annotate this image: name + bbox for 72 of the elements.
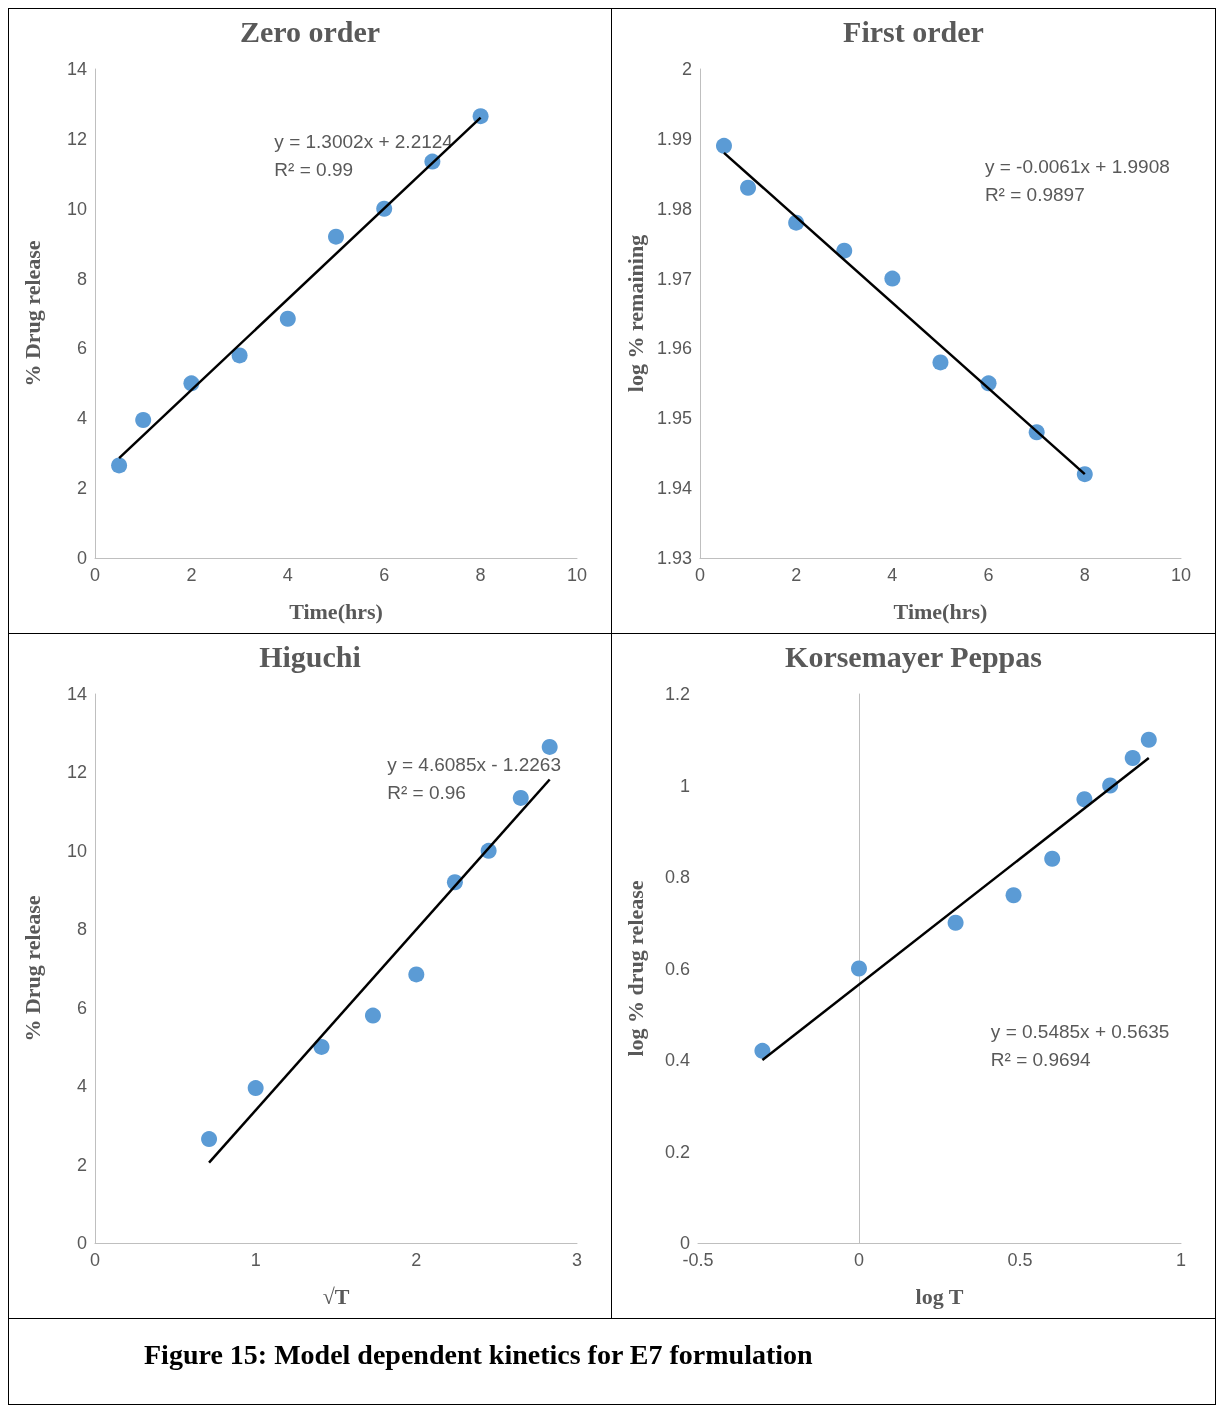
y-tick-label: 0.2	[664, 1141, 690, 1162]
y-tick-label: 1.94	[656, 478, 692, 499]
y-tick-label: 1.99	[656, 128, 692, 149]
y-tick-label: 12	[66, 128, 87, 149]
annotation: R² = 0.96	[387, 781, 466, 803]
x-axis-title: log T	[915, 1283, 964, 1309]
y-axis-title: % Drug release	[19, 895, 45, 1042]
annotation: y = 1.3002x + 2.2124	[274, 131, 454, 153]
x-tick-label: 6	[379, 565, 390, 585]
y-axis-title: % Drug release	[19, 240, 45, 387]
chart-title: Zero order	[239, 14, 381, 48]
y-tick-label: 0	[76, 1233, 87, 1253]
y-tick-label: 6	[76, 997, 87, 1018]
chart-title: First order	[843, 14, 984, 48]
x-tick-label: 2	[791, 565, 802, 585]
x-tick-label: 4	[887, 565, 898, 585]
y-tick-label: 10	[66, 198, 87, 219]
y-tick-label: 0	[76, 548, 87, 568]
annotation: R² = 0.9897	[984, 184, 1085, 206]
x-tick-label: 10	[566, 565, 588, 585]
x-tick-label: 8	[475, 565, 486, 585]
annotation: R² = 0.99	[274, 159, 354, 181]
y-tick-label: 0.6	[664, 958, 690, 979]
chart-title: Korsemayer Peppas	[785, 639, 1042, 673]
x-tick-label: 1	[250, 1250, 261, 1270]
x-axis-title: Time(hrs)	[289, 598, 383, 624]
y-tick-label: 4	[76, 1076, 87, 1097]
annotation: y = 0.5485x + 0.5635	[990, 1020, 1170, 1042]
x-tick-label: 0	[89, 1250, 101, 1270]
x-tick-label: 0	[853, 1250, 865, 1270]
y-tick-label: 0.8	[664, 867, 690, 887]
x-tick-label: 1	[1175, 1250, 1187, 1270]
y-tick-label: 1.96	[656, 338, 692, 359]
y-tick-label: 6	[76, 338, 87, 359]
y-tick-label: 10	[66, 840, 87, 861]
y-axis-title: log % drug release	[622, 880, 648, 1057]
y-tick-label: 1.95	[656, 408, 692, 429]
y-tick-label: 14	[66, 684, 87, 704]
y-tick-label: 1.97	[656, 268, 692, 289]
x-tick-label: 0.5	[1007, 1250, 1033, 1270]
x-tick-label: 3	[571, 1250, 583, 1270]
y-tick-label: 1.93	[656, 548, 692, 568]
y-tick-label: 8	[76, 919, 87, 940]
x-tick-label: 6	[983, 565, 994, 585]
x-axis-title: √T	[322, 1283, 350, 1309]
y-axis-title: log % remaining	[622, 234, 648, 393]
y-tick-label: 1.98	[656, 198, 692, 219]
x-tick-label: 8	[1079, 565, 1090, 585]
y-tick-label: 2	[76, 478, 87, 499]
y-tick-label: 8	[76, 268, 87, 289]
y-tick-label: 0.4	[664, 1050, 690, 1070]
caption: Figure 15: Model dependent kinetics for E7 formulation	[144, 1339, 814, 1371]
annotation: R² = 0.9694	[990, 1048, 1092, 1070]
y-tick-label: 1.2	[664, 684, 690, 704]
y-tick-label: 4	[76, 408, 87, 429]
x-tick-label: 4	[282, 565, 293, 585]
annotation: y = 4.6085x - 1.2263	[387, 753, 561, 775]
x-tick-label: 0	[89, 565, 101, 585]
x-axis-title: Time(hrs)	[893, 598, 988, 624]
y-tick-label: 2	[681, 59, 692, 79]
y-tick-label: 12	[66, 762, 87, 783]
x-tick-label: 2	[186, 565, 197, 585]
annotation: y = -0.0061x + 1.9908	[984, 156, 1170, 178]
y-tick-label: 0	[679, 1233, 690, 1253]
x-tick-label: 10	[1170, 565, 1192, 585]
y-tick-label: 2	[76, 1154, 87, 1175]
y-tick-label: 1	[679, 775, 690, 796]
chart-title: Higuchi	[259, 639, 361, 673]
x-tick-label: 2	[411, 1250, 422, 1270]
x-tick-label: -0.5	[682, 1250, 714, 1270]
y-tick-label: 14	[66, 59, 87, 79]
x-tick-label: 0	[694, 565, 705, 585]
